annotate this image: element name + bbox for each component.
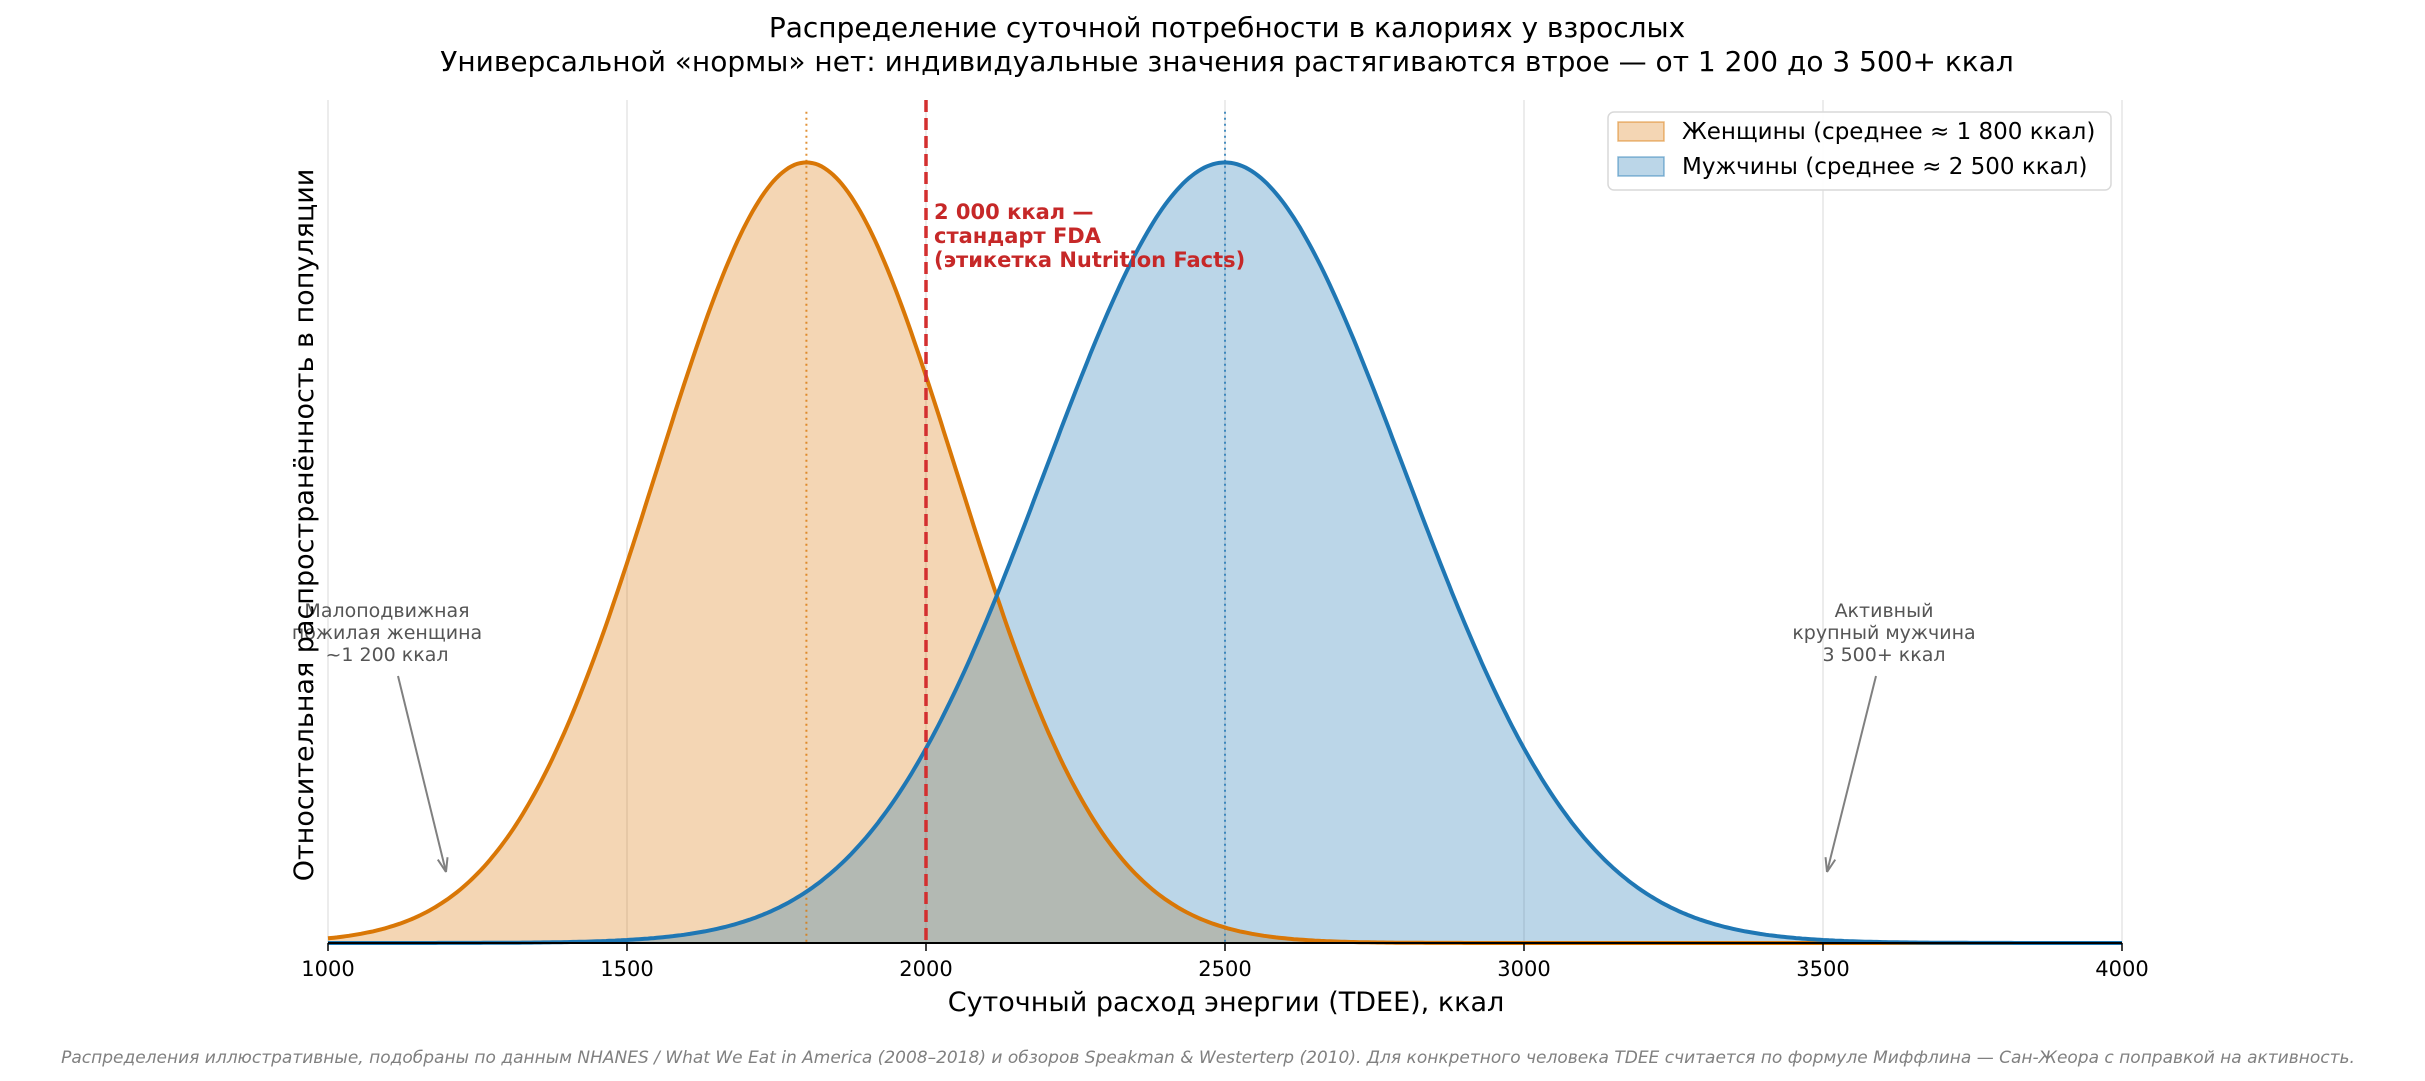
x-tick-label-3000: 3000: [1497, 957, 1550, 981]
x-tick-label-2500: 2500: [1198, 957, 1251, 981]
x-axis-label: Суточный расход энергии (TDEE), ккал: [948, 987, 1505, 1018]
annotation-text-1: Активный крупный мужчина 3 500+ ккал: [1792, 600, 1975, 666]
x-tick-label-2000: 2000: [899, 957, 952, 981]
annotations: Малоподвижная пожилая женщина ~1 200 ккал А…: [292, 600, 1976, 873]
fda-label-line-2: (этикетка Nutrition Facts): [934, 248, 1245, 272]
series-curve-1: [328, 160, 2122, 945]
legend-label-1: Мужчины (среднее ≈ 2 500 ккал): [1682, 154, 2087, 180]
mean-lines: [805, 111, 1226, 943]
fda-label-line-1: стандарт FDA: [934, 224, 1102, 248]
annotation-arrowhead-0: [436, 857, 449, 873]
annotation-line-1-2: 3 500+ ккал: [1822, 644, 1945, 666]
annotation-arrowhead-1: [1824, 857, 1837, 873]
series-areas: [328, 162, 2122, 943]
annotation-line-0-0: Малоподвижная: [304, 600, 469, 622]
x-tick-label-1500: 1500: [600, 957, 653, 981]
x-tick-label-1000: 1000: [301, 957, 354, 981]
legend-label-0: Женщины (среднее ≈ 1 800 ккал): [1682, 119, 2095, 145]
x-tick-label-4000: 4000: [2095, 957, 2148, 981]
legend-swatch-1: [1617, 156, 1665, 177]
chart-subtitle: Универсальной «нормы» нет: индивидуальны…: [440, 45, 2014, 78]
fda-label: 2 000 ккал — стандарт FDA (этикетка Nutrit…: [934, 200, 1245, 272]
legend: Женщины (среднее ≈ 1 800 ккал) Мужчины (с…: [1607, 111, 2112, 191]
x-tick-label-3500: 3500: [1796, 957, 1849, 981]
footnote: Распределения иллюстративные, подобраны …: [61, 1048, 2355, 1068]
annotation-arrow-0: [397, 675, 447, 873]
legend-swatch-0: [1617, 121, 1665, 142]
annotation-text-0: Малоподвижная пожилая женщина ~1 200 ккал: [292, 600, 482, 666]
annotation-arrow-1: [1826, 675, 1877, 873]
fda-reference: 2 000 ккал — стандарт FDA (этикетка Nutrit…: [924, 100, 1245, 943]
annotation-line-1-0: Активный: [1835, 600, 1934, 622]
chart-title: Распределение суточной потребности в кал…: [769, 11, 1685, 44]
series-area-1: [328, 162, 2122, 943]
annotation-line-0-2: ~1 200 ккал: [325, 644, 448, 666]
annotation-line-0-1: пожилая женщина: [292, 622, 482, 644]
annotation-line-1-1: крупный мужчина: [1792, 622, 1975, 644]
legend-box: [1607, 111, 2112, 191]
y-axis-label: Относительная распространённость в попул…: [289, 169, 320, 882]
x-axis: 1000 1500 2000 2500 3000 3500 4000: [301, 942, 2149, 981]
fda-label-line-0: 2 000 ккал —: [934, 200, 1093, 224]
series-area-0: [328, 162, 2122, 943]
